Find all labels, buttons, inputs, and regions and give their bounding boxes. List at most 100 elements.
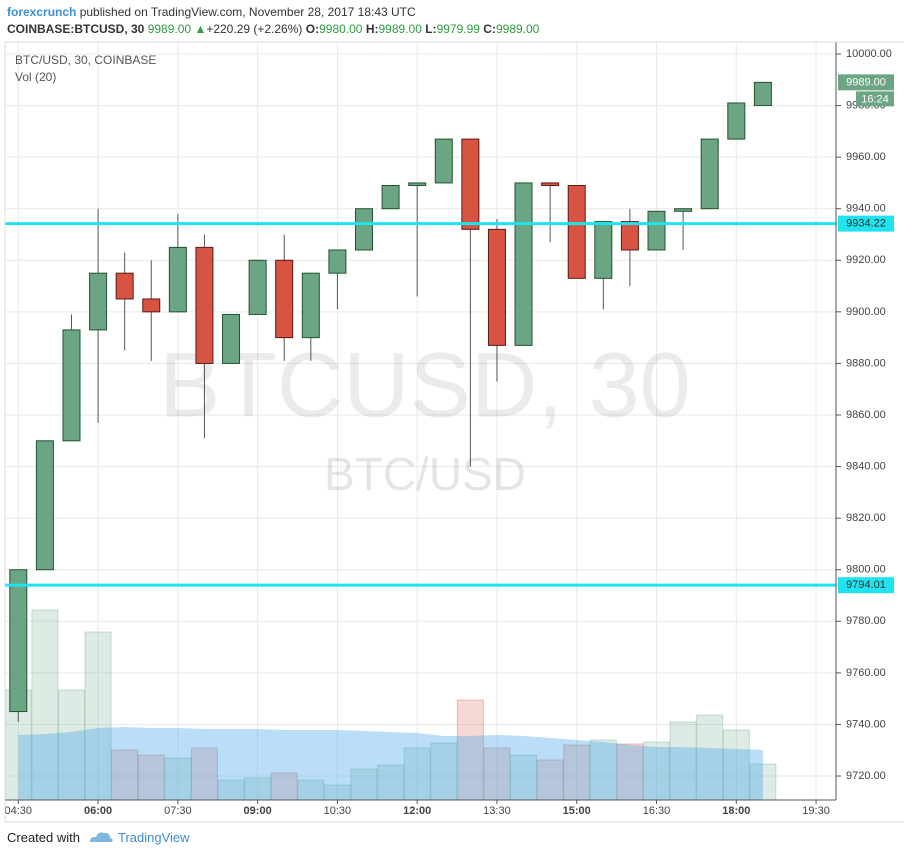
volume-bar [84, 631, 112, 801]
volume-bar [616, 743, 644, 801]
candle-body [354, 208, 373, 251]
y-tick-label: 9880.00 [846, 357, 886, 369]
y-tick-label: 9920.00 [846, 254, 886, 266]
brand[interactable]: TradingView [117, 829, 190, 845]
price-label-box [838, 215, 894, 232]
price-label: 9794.01 [846, 579, 886, 591]
candle-body [62, 329, 81, 442]
volume-bar [643, 741, 671, 801]
y-tick-label: 9760.00 [846, 667, 886, 679]
y-tick-label: 9900.00 [846, 306, 886, 318]
y-tick-label: 9780.00 [846, 615, 886, 627]
candle-body [700, 138, 719, 210]
volume-bar [403, 747, 431, 801]
volume-bar [377, 764, 405, 801]
candle-body [727, 102, 746, 140]
y-tick-label: 9740.00 [846, 718, 886, 730]
y-tick-label: 9840.00 [846, 460, 886, 472]
logo[interactable] [88, 829, 114, 845]
volume-bar [430, 742, 458, 801]
candle-body [275, 259, 294, 339]
candle-body [301, 272, 320, 339]
volume-bar [669, 721, 697, 801]
volume-bar [749, 763, 777, 801]
candle-body [487, 228, 506, 346]
h: 9989.00 [378, 22, 422, 36]
volume-bar [57, 689, 85, 801]
symbol: COINBASE:BTCUSD, 30 [7, 22, 145, 36]
x-tick-label: 09:00 [244, 805, 272, 817]
candle-body [142, 298, 161, 313]
volume-bar [190, 747, 218, 801]
x-tick-label: 15:00 [563, 805, 591, 817]
candle-body [222, 313, 241, 364]
candle-body [567, 185, 586, 279]
arrow: ▲ [194, 22, 207, 36]
change: +220.29 (+2.26%) [206, 22, 303, 36]
l-label: L: [425, 22, 437, 36]
watermark: BTCUSD, 30 [159, 334, 691, 436]
published: published on TradingView.com, November 2… [79, 5, 416, 19]
x-tick-label: 06:00 [84, 805, 112, 817]
volume-bar [563, 744, 591, 801]
candle-body [328, 249, 347, 274]
y-tick-label: 9940.00 [846, 203, 886, 215]
volume-bar [164, 757, 192, 801]
price-label: 9934.22 [846, 218, 886, 230]
candle-body [9, 569, 28, 713]
o: 9980.00 [319, 22, 363, 36]
volume-bar [31, 609, 59, 801]
c: 9989.00 [495, 22, 540, 36]
last-price-box [838, 74, 894, 91]
volume-bar [111, 749, 139, 801]
candle-body [195, 246, 214, 364]
candle-body [115, 272, 134, 300]
h-label: H: [365, 22, 379, 36]
watermark-sub: BTC/USD [324, 448, 526, 500]
volume-bar [137, 754, 165, 801]
y-tick-label: 10000.00 [846, 48, 892, 60]
volume-bar [722, 729, 750, 801]
x-tick-label: 10:30 [324, 805, 352, 817]
candle-body [381, 185, 400, 210]
x-tick-label: 04:30 [5, 805, 33, 817]
candle-body [434, 138, 453, 184]
x-tick-label: 13:30 [483, 805, 511, 817]
candle-body [647, 210, 666, 251]
legend-entry: BTC/USD, 30, COINBASE [15, 53, 156, 67]
x-tick-label: 16:30 [643, 805, 671, 817]
candle-body [408, 182, 427, 187]
candle-body [248, 259, 267, 315]
y-tick-label: 9800.00 [846, 564, 886, 576]
candle-body [753, 81, 772, 107]
x-tick-label: 18:00 [722, 805, 750, 817]
candle-body [461, 138, 480, 230]
x-tick-label: 12:00 [403, 805, 431, 817]
legend-entry: Vol (20) [15, 70, 56, 84]
candle-body [594, 221, 613, 279]
last: 9989.00 [147, 22, 192, 36]
candle-body [89, 272, 108, 331]
last-price-label: 9989.00 [846, 76, 886, 88]
candle-body [35, 440, 54, 571]
volume-ma [18, 727, 763, 800]
o-label: O: [305, 22, 320, 36]
footer: Created with TradingView [7, 829, 190, 845]
created-with: Created with [7, 829, 80, 845]
volume-bar [483, 747, 511, 801]
countdown: 16:24 [861, 93, 889, 105]
candle-body [620, 221, 639, 251]
author[interactable]: forexcrunch [7, 5, 77, 19]
volume-bar [270, 772, 298, 801]
y-tick-label: 9720.00 [846, 770, 886, 782]
c-label: C: [483, 22, 496, 36]
candle-body [514, 182, 533, 346]
y-tick-label: 9860.00 [846, 409, 886, 421]
l: 9979.99 [436, 22, 480, 36]
volume-bar [589, 739, 617, 801]
header-line: COINBASE:BTCUSD, 30 9989.00 ▲+220.29 (+2… [7, 21, 539, 38]
header-line: forexcrunch published on TradingView.com… [7, 4, 539, 21]
y-tick-label: 9820.00 [846, 512, 886, 524]
